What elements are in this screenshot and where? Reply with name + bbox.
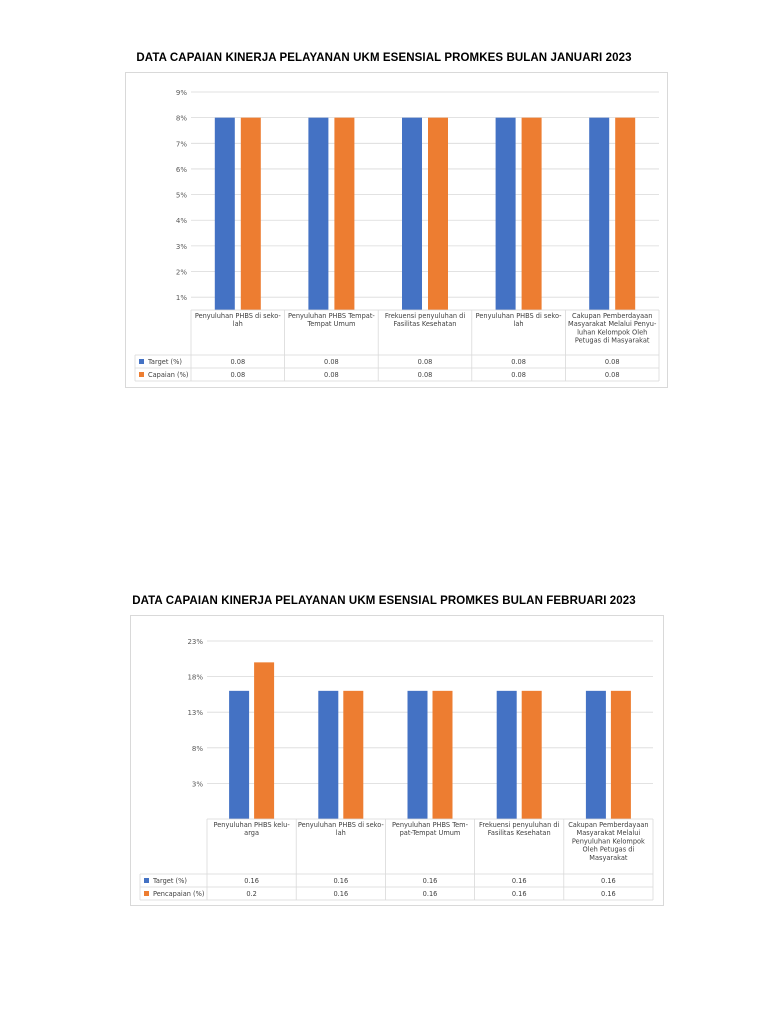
chart-1-category-label: Masyarakat Melalui Penyu- (568, 320, 657, 328)
chart-1-y-tick-label: 9% (176, 89, 187, 97)
chart-2-category-label: Oleh Petugas di (583, 846, 635, 854)
chart-1-bar-capaian (521, 117, 542, 310)
chart-1-y-tick-label: 2% (176, 269, 187, 277)
chart-2-bar-target (496, 690, 517, 819)
chart-2-y-tick-label: 8% (192, 745, 203, 753)
chart-2-bar-target (318, 690, 339, 819)
chart-1-legend-key-target (139, 359, 144, 364)
chart-2-y-tick-label: 18% (187, 674, 203, 682)
chart-2-category-label: Penyuluhan PHBS di seko- (298, 821, 385, 829)
chart-1-data-value: 0.08 (511, 358, 526, 366)
chart-2-data-value: 0.2 (246, 890, 256, 898)
chart-2-category-label: arga (244, 829, 259, 837)
chart-2-y-tick-label: 13% (187, 709, 203, 717)
chart-2-category-label: Penyuluhan PHBS Tem- (392, 821, 469, 829)
chart-1-data-value: 0.08 (511, 371, 526, 379)
chart-1-data-value: 0.08 (324, 358, 339, 366)
chart-1-bar-capaian (334, 117, 355, 310)
chart-1-y-tick-label: 4% (176, 217, 187, 225)
chart-1-data-value: 0.08 (605, 371, 620, 379)
chart-2-bar-target (585, 690, 606, 819)
chart-1-y-tick-label: 5% (176, 192, 187, 200)
chart-2-category-label: pat-Tempat Umum (400, 829, 461, 837)
chart-1-y-tick-label: 8% (176, 115, 187, 123)
chart-1-data-value: 0.08 (418, 371, 433, 379)
chart-2-y-tick-label: 23% (187, 638, 203, 646)
chart-2-bar-capaian (521, 690, 542, 819)
chart-1-category-label: Petugas di Masyarakat (575, 337, 650, 345)
chart-2-bar-capaian (254, 662, 275, 819)
chart-2-category-label: Frekuensi penyuluhan di (479, 821, 560, 829)
chart-2-data-value: 0.16 (512, 877, 527, 885)
chart-1-category-label: Penyuluhan PHBS di seko- (476, 312, 563, 320)
chart-1-category-label: lah (514, 320, 524, 328)
chart-2: 3% 8% 13% 18% 23% Penyuluhan PHBS kelu-arga Pe… (139, 638, 654, 901)
chart-2-data-value: 0.16 (512, 890, 527, 898)
chart-2-bar-target (407, 690, 428, 819)
chart-1: 1% 2% 3% 4% 5% 6% 7% 8% 9% Penyuluhan PHBS di sek… (134, 89, 660, 382)
chart-2-category-label: Penyuluhan Kelompok (572, 837, 645, 845)
chart-2-category-label: Cakupan Pemberdayaan (568, 821, 648, 829)
chart-1-title: DATA CAPAIAN KINERJA PELAYANAN UKM ESENS… (136, 52, 632, 64)
chart-1-data-value: 0.08 (324, 371, 339, 379)
chart-2-data-value: 0.16 (601, 877, 616, 885)
chart-1-y-tick-label: 7% (176, 140, 187, 148)
chart-2-frame: 3% 8% 13% 18% 23% Penyuluhan PHBS kelu-arga Pe… (130, 615, 664, 906)
chart-2-bar-target (229, 690, 250, 819)
chart-1-bar-capaian (615, 117, 636, 310)
chart-1-bar-target (402, 117, 422, 310)
chart-2-legend-label: Target (%) (152, 877, 187, 885)
chart-2-legend-label: Pencapaian (%) (153, 890, 204, 898)
chart-2-category-label: Penyuluhan PHBS kelu- (213, 821, 290, 829)
chart-1-category-label: Frekuensi penyuluhan di (385, 312, 466, 320)
chart-1-legend-key-capaian (139, 372, 144, 377)
chart-2-data-value: 0.16 (333, 890, 348, 898)
chart-2-data-value: 0.16 (244, 877, 259, 885)
chart-2-title: DATA CAPAIAN KINERJA PELAYANAN UKM ESENS… (132, 595, 636, 607)
chart-1-data-value: 0.08 (418, 358, 433, 366)
chart-1-category-label: Cakupan Pemberdayaan (572, 312, 652, 320)
chart-1-bar-target (214, 117, 235, 310)
chart-2-data-value: 0.16 (423, 877, 438, 885)
chart-1-data-value: 0.08 (605, 358, 620, 366)
chart-2-category-label: Masyarakat (589, 854, 628, 862)
chart-2-data-value: 0.16 (601, 890, 616, 898)
chart-1-bar-target (495, 117, 516, 310)
chart-1-y-tick-label: 6% (176, 166, 187, 174)
chart-1-y-tick-label: 3% (176, 243, 187, 251)
chart-1-category-label: Tempat Umum (306, 320, 355, 328)
chart-1-bar-capaian (240, 117, 261, 310)
chart-2-data-value: 0.16 (423, 890, 438, 898)
chart-2-bar-capaian (610, 690, 631, 819)
chart-2-legend-key-capaian (144, 891, 149, 896)
chart-1-bar-target (308, 117, 329, 310)
chart-2-bar-capaian (343, 690, 364, 819)
chart-2-category-label: lah (336, 829, 346, 837)
chart-1-category-label: lah (233, 320, 243, 328)
chart-1-frame: 1% 2% 3% 4% 5% 6% 7% 8% 9% Penyuluhan PHBS di sek… (125, 72, 668, 388)
chart-1-category-label: Fasilitas Kesehatan (394, 320, 457, 328)
chart-1-data-value: 0.08 (230, 358, 245, 366)
chart-1-data-value: 0.08 (230, 371, 245, 379)
chart-2-data-value: 0.16 (333, 877, 348, 885)
chart-1-legend-label: Capaian (%) (148, 371, 188, 379)
chart-1-legend-label: Target (%) (147, 358, 182, 366)
chart-1-bar-capaian (428, 117, 448, 310)
chart-2-bar-capaian (432, 690, 453, 819)
chart-1-y-tick-label: 1% (176, 294, 187, 302)
chart-1-category-label: Penyuluhan PHBS di seko- (195, 312, 282, 320)
chart-2-legend-key-target (144, 878, 149, 883)
chart-1-bar-target (589, 117, 610, 310)
chart-2-y-tick-label: 3% (192, 780, 203, 788)
chart-1-category-label: Penyuluhan PHBS Tempat- (288, 312, 375, 320)
chart-1-category-label: luhan Kelompok Oleh (577, 328, 647, 336)
chart-2-category-label: Masyarakat Melalui (577, 829, 641, 837)
chart-2-category-label: Fasilitas Kesehatan (488, 829, 551, 837)
